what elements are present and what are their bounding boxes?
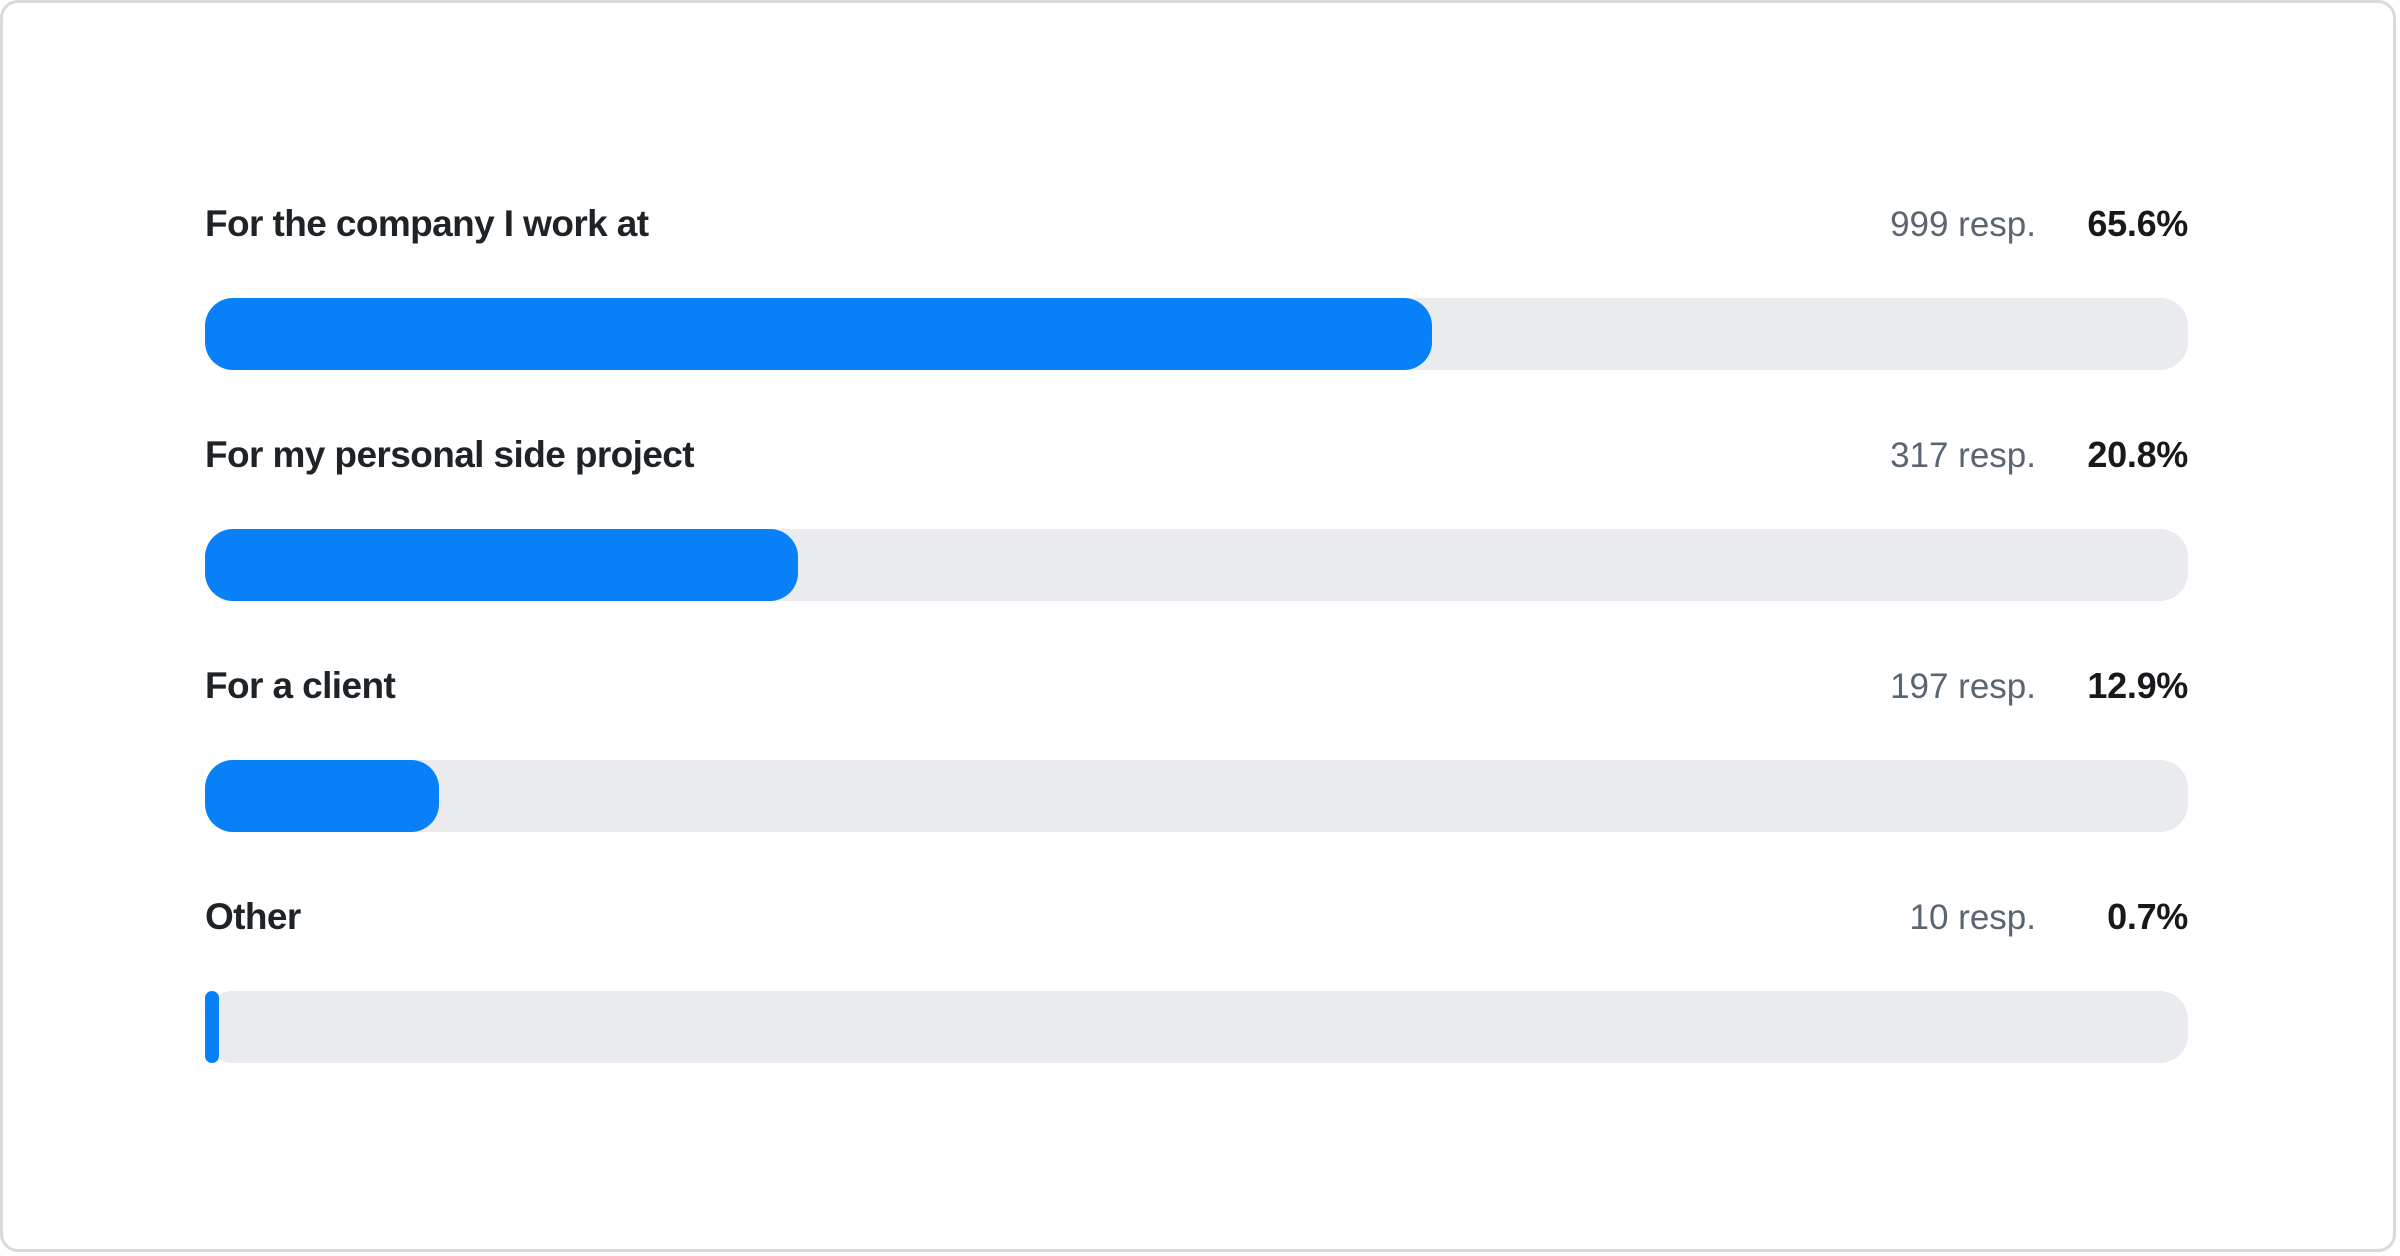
- poll-row-header: For a client 197 resp. 12.9%: [205, 663, 2188, 710]
- answer-label: For the company I work at: [205, 203, 649, 244]
- poll-row: For a client 197 resp. 12.9%: [205, 663, 2188, 832]
- bar-track: [205, 991, 2188, 1063]
- percentage-value: 12.9%: [2087, 665, 2188, 706]
- poll-row: Other 10 resp. 0.7%: [205, 894, 2188, 1063]
- bar-fill: [205, 298, 1433, 370]
- poll-results-list: For the company I work at 999 resp. 65.6…: [3, 3, 2393, 1063]
- bar-track: [205, 529, 2188, 601]
- bar-fill: [205, 529, 798, 601]
- response-count: 197 resp.: [1890, 667, 2036, 706]
- response-count: 10 resp.: [1909, 898, 2036, 937]
- poll-row: For my personal side project 317 resp. 2…: [205, 432, 2188, 601]
- poll-row-header: Other 10 resp. 0.7%: [205, 894, 2188, 941]
- percentage-value: 0.7%: [2107, 896, 2188, 937]
- bar-track: [205, 760, 2188, 832]
- answer-label: Other: [205, 896, 301, 937]
- response-count: 999 resp.: [1890, 205, 2036, 244]
- poll-row-header: For my personal side project 317 resp. 2…: [205, 432, 2188, 479]
- answer-label: For a client: [205, 665, 396, 706]
- bar-fill: [205, 760, 439, 832]
- percentage-value: 20.8%: [2087, 434, 2188, 475]
- answer-label: For my personal side project: [205, 434, 695, 475]
- bar-fill: [205, 991, 219, 1063]
- poll-row-header: For the company I work at 999 resp. 65.6…: [205, 201, 2188, 248]
- percentage-value: 65.6%: [2087, 203, 2188, 244]
- poll-row: For the company I work at 999 resp. 65.6…: [205, 201, 2188, 370]
- response-count: 317 resp.: [1890, 436, 2036, 475]
- bar-track: [205, 298, 2188, 370]
